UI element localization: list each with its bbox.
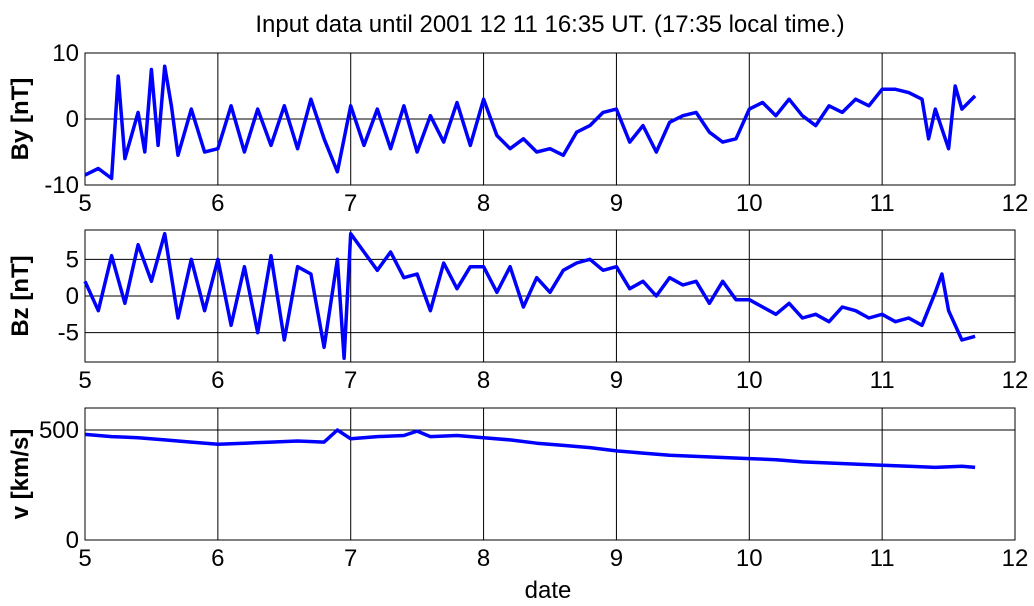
x-tick-label: 7 <box>344 545 357 572</box>
x-tick-label: 5 <box>78 367 91 394</box>
x-tick-label: 7 <box>344 190 357 217</box>
chart-title: Input data until 2001 12 11 16:35 UT. (1… <box>255 11 844 38</box>
y-tick-label: 10 <box>52 40 79 67</box>
y-tick-label: -10 <box>44 172 79 199</box>
series-line <box>84 428 976 470</box>
x-tick-label: 9 <box>610 545 623 572</box>
x-tick-label: 10 <box>736 190 763 217</box>
series-line <box>83 231 976 361</box>
y-tick-label: 5 <box>66 246 79 273</box>
x-tick-label: 10 <box>736 367 763 394</box>
x-tick-label: 8 <box>477 545 490 572</box>
x-tick-label: 9 <box>610 367 623 394</box>
x-tick-label: 6 <box>211 190 224 217</box>
x-tick-label: 11 <box>870 190 895 217</box>
y-axis-label: v [km/s] <box>7 429 34 520</box>
y-axis-label: Bz [nT] <box>7 255 34 336</box>
y-tick-label: 0 <box>66 527 79 554</box>
x-tick-label: 7 <box>344 367 357 394</box>
x-tick-label: 6 <box>211 545 224 572</box>
x-tick-label: 10 <box>736 545 763 572</box>
x-tick-label: 9 <box>610 190 623 217</box>
y-tick-label: -5 <box>58 320 79 347</box>
y-tick-label: 0 <box>66 106 79 133</box>
x-tick-label: 12 <box>1002 545 1029 572</box>
x-tick-label: 5 <box>78 545 91 572</box>
panel-2: 5 6 7 8 9 10 11 12 -5 0 5 Bz [nT] <box>7 229 1029 394</box>
x-tick-label: 11 <box>870 545 895 572</box>
x-tick-label: 5 <box>78 190 91 217</box>
x-tick-label: 11 <box>870 367 895 394</box>
x-tick-label: 12 <box>1002 367 1029 394</box>
x-tick-label: 8 <box>477 367 490 394</box>
plot-area <box>84 407 1016 541</box>
panel-1: 5 6 7 8 9 10 11 12 -10 0 10 By [nT] <box>7 40 1028 217</box>
y-tick-label: 0 <box>66 283 79 310</box>
x-tick-label: 8 <box>477 190 490 217</box>
y-axis-label: By [nT] <box>7 78 34 161</box>
x-axis-label: date <box>525 577 572 604</box>
x-tick-label: 12 <box>1002 190 1029 217</box>
x-tick-label: 6 <box>211 367 224 394</box>
y-tick-label: 500 <box>39 417 79 444</box>
series-line <box>84 64 977 181</box>
